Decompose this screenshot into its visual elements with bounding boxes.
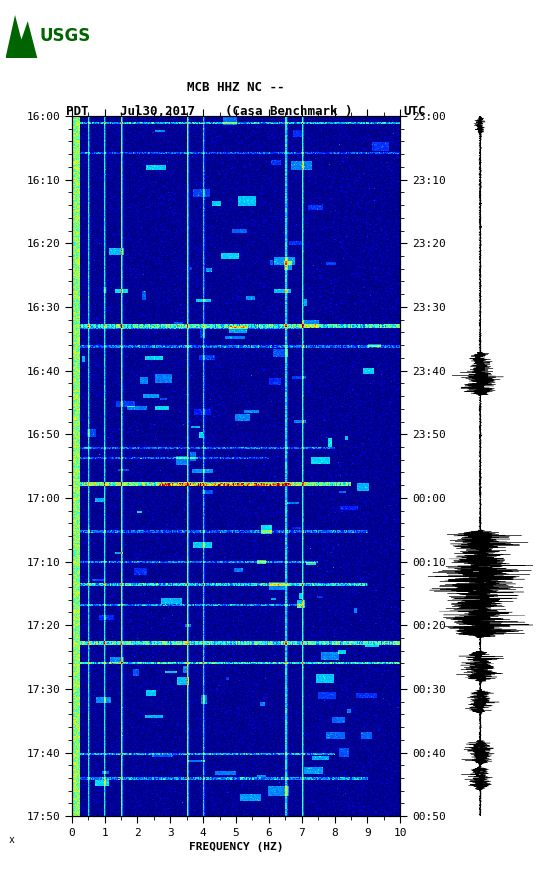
Text: x: x: [8, 835, 14, 845]
Text: USGS: USGS: [39, 27, 91, 45]
Text: MCB HHZ NC --: MCB HHZ NC --: [187, 80, 285, 94]
Text: Jul30,2017    (Casa Benchmark ): Jul30,2017 (Casa Benchmark ): [120, 105, 352, 118]
Text: UTC: UTC: [403, 105, 426, 118]
Polygon shape: [6, 15, 37, 58]
X-axis label: FREQUENCY (HZ): FREQUENCY (HZ): [189, 842, 283, 852]
Text: PDT: PDT: [66, 105, 89, 118]
